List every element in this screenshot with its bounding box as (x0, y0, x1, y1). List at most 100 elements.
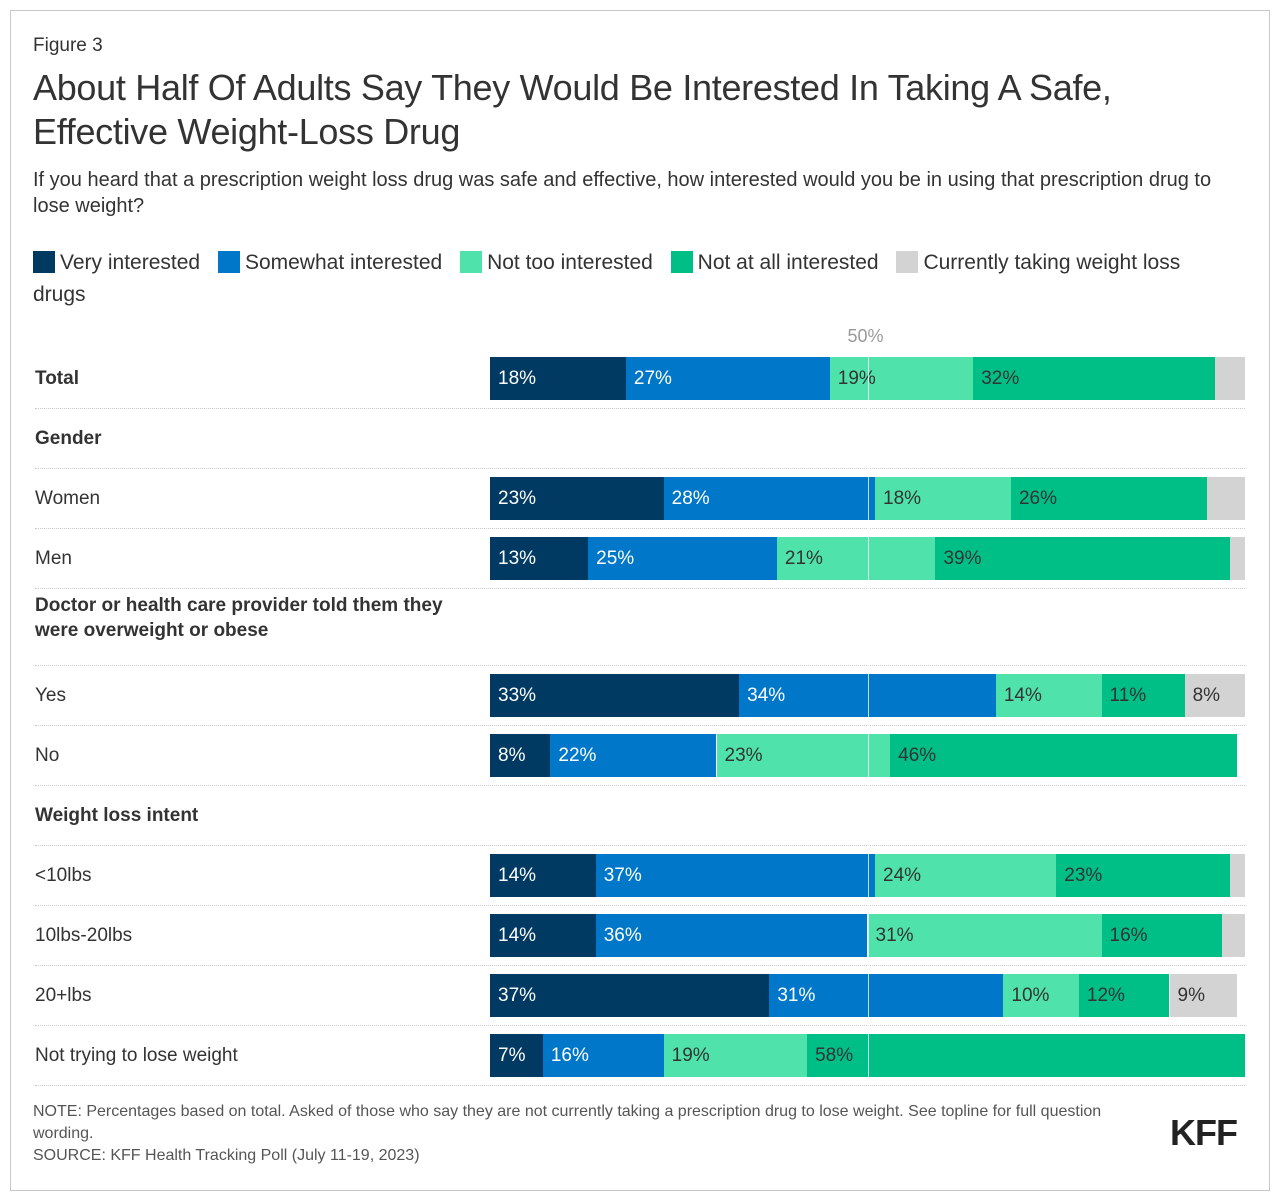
bar-segment-very-interested (490, 536, 589, 580)
row-divider (35, 1085, 1245, 1086)
row-label-men: Men (35, 548, 72, 569)
bar-segment-very-interested (490, 853, 596, 897)
bar-segment-somewhat-interested (550, 733, 717, 777)
data-label: 25% (596, 547, 635, 569)
bar-segment-somewhat-interested (663, 476, 876, 520)
bar-segment-somewhat-interested (595, 853, 876, 897)
data-label: 7% (498, 1044, 526, 1066)
data-label: 27% (633, 367, 672, 389)
legend-label: Somewhat interested (244, 251, 443, 274)
legend-swatch (460, 251, 483, 273)
data-label: 26% (1018, 487, 1057, 509)
data-label: 11% (1109, 684, 1147, 706)
bar-segment-somewhat-interested (588, 536, 777, 580)
data-label: 23% (1064, 864, 1103, 886)
data-label: 24% (883, 864, 922, 886)
bar-segment-not-too-interested (1003, 973, 1079, 1017)
bar-segment-not-too-interested (663, 1033, 808, 1077)
row-label-women: Women (35, 488, 101, 509)
legend-label: Not too interested (487, 251, 653, 274)
kff-logo: KFF (1170, 1112, 1238, 1153)
row-divider (35, 965, 1245, 966)
data-label: 32% (981, 367, 1020, 389)
bar-segment-currently-taking-weight-loss-drugs (1207, 476, 1245, 520)
legend-label: Very interested (60, 251, 201, 274)
reference-line-label: 50% (847, 326, 884, 346)
data-label: 14% (1003, 684, 1042, 706)
data-label: 58% (815, 1044, 854, 1066)
legend-item-currently-taking: Currently taking weight loss drugs (33, 251, 1180, 306)
reference-line-50 (867, 356, 869, 1077)
legend-swatch (670, 251, 693, 273)
bar-segment-very-interested (490, 913, 596, 957)
bar-segment-somewhat-interested (769, 973, 1004, 1017)
bar-segment-currently-taking-weight-loss-drugs (1169, 973, 1238, 1017)
row-label-10lbs-20lbs: 10lbs-20lbs (35, 925, 133, 946)
bar-segment-somewhat-interested (542, 1033, 664, 1077)
row-divider (35, 785, 1245, 786)
data-label: 8% (498, 744, 526, 766)
row-divider (35, 588, 1245, 589)
data-label: 9% (1177, 984, 1205, 1006)
legend: Very interested Somewhat interested Not … (33, 247, 1248, 311)
row-divider (35, 528, 1245, 529)
legend-swatch (33, 251, 55, 273)
bar-segment-not-too-interested (867, 913, 1102, 957)
data-label: 22% (558, 744, 597, 766)
legend-item-not-at-all-interested: Not at all interested (670, 251, 879, 274)
data-label: 18% (883, 487, 922, 509)
bar-segment-not-at-all-interested (1101, 673, 1185, 717)
row-divider (35, 408, 1245, 409)
data-label: 23% (724, 744, 763, 766)
bar-segment-not-too-interested (776, 536, 936, 580)
row-divider (35, 845, 1245, 846)
row-divider (35, 725, 1245, 726)
row-divider (35, 1025, 1245, 1026)
data-label: 21% (784, 547, 823, 569)
data-label: 19% (671, 1044, 710, 1066)
bar-segment-currently-taking-weight-loss-drugs (1229, 536, 1245, 580)
row-label-no: No (35, 745, 60, 766)
row-label-10lbs: <10lbs (35, 865, 92, 886)
data-label: 34% (747, 684, 786, 706)
bar-segment-very-interested (490, 973, 770, 1017)
bar-segment-currently-taking-weight-loss-drugs (1184, 673, 1245, 717)
chart-subtitle: If you heard that a prescription weight … (33, 169, 1212, 217)
legend-label: Currently taking weight loss drugs (33, 251, 1181, 306)
data-label: 18% (498, 367, 537, 389)
section-label-gender: Gender (35, 428, 102, 449)
data-label: 37% (603, 864, 642, 886)
bar-segment-not-too-interested (995, 673, 1102, 717)
data-label: 46% (898, 744, 937, 766)
row-divider (35, 468, 1245, 469)
data-label: 14% (498, 924, 537, 946)
section-label-doctor-or-health-care-provider-told-them-they-were-overweight-or-obese: Doctor or health care provider told them… (35, 595, 443, 641)
data-label: 31% (777, 984, 816, 1006)
row-label-total: Total (35, 368, 79, 389)
data-label: 39% (943, 547, 982, 569)
bar-segment-not-at-all-interested (1078, 973, 1170, 1017)
bar-segment-not-too-interested (875, 853, 1057, 897)
data-label: 8% (1192, 684, 1221, 706)
data-label: 19% (837, 367, 876, 389)
legend-label: Not at all interested (697, 251, 879, 274)
bar-segment-not-at-all-interested (935, 536, 1230, 580)
data-label: 14% (498, 864, 537, 886)
data-label: 12% (1086, 984, 1125, 1006)
bar-segment-currently-taking-weight-loss-drugs (1222, 913, 1245, 957)
bar-segment-not-at-all-interested (1101, 913, 1223, 957)
legend-item-somewhat-interested: Somewhat interested (217, 251, 443, 274)
row-divider (35, 665, 1245, 666)
bar-segment-very-interested (490, 356, 626, 400)
bar-segment-very-interested (490, 673, 740, 717)
bar-segment-not-at-all-interested (807, 1033, 1245, 1077)
data-label: 28% (671, 487, 710, 509)
data-label: 16% (550, 1044, 589, 1066)
data-label: 33% (498, 684, 537, 706)
section-label-weight-loss-intent: Weight loss intent (35, 805, 199, 826)
chart-note: NOTE: Percentages based on total. Asked … (33, 1103, 1102, 1142)
bar-segment-not-at-all-interested (890, 733, 1238, 777)
bar-segment-not-too-interested (716, 733, 891, 777)
row-divider (35, 905, 1245, 906)
